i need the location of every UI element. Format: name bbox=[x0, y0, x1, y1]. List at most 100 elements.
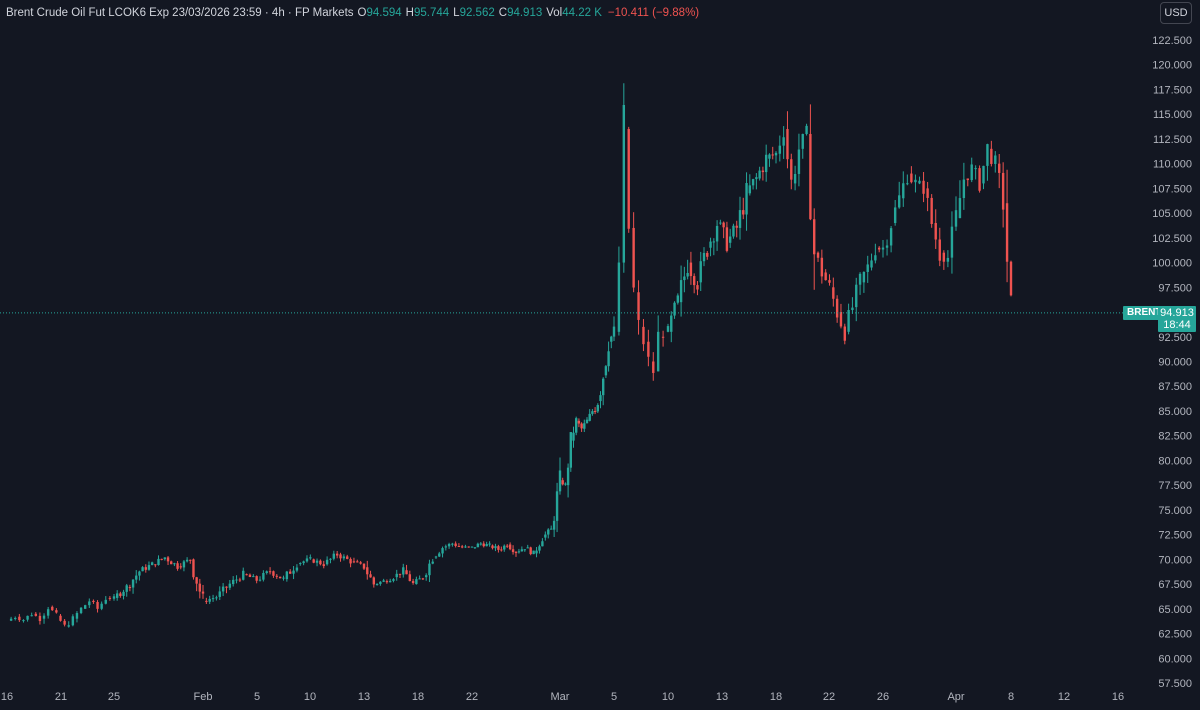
candle-body bbox=[702, 252, 706, 262]
candle-body bbox=[500, 549, 503, 551]
candle-body bbox=[322, 564, 325, 567]
candle-body bbox=[46, 609, 50, 616]
candle-body bbox=[238, 579, 242, 581]
candle-body bbox=[342, 556, 346, 559]
candle-body bbox=[292, 570, 295, 574]
symbol-tag: BRENT bbox=[1123, 306, 1166, 320]
y-tick-label: 75.000 bbox=[1158, 505, 1192, 517]
x-tick-label: Apr bbox=[947, 691, 964, 703]
candle-body bbox=[349, 558, 352, 564]
candle-body bbox=[728, 236, 732, 243]
candle-body bbox=[612, 326, 616, 337]
candle-body bbox=[670, 315, 673, 332]
candle-body bbox=[676, 295, 680, 303]
candle-body bbox=[866, 264, 869, 272]
candle-body bbox=[192, 559, 195, 578]
candle-body bbox=[735, 225, 738, 228]
candle-body bbox=[108, 597, 112, 599]
candle-body bbox=[642, 326, 645, 345]
candle-body bbox=[632, 227, 635, 288]
candle-body bbox=[809, 133, 812, 220]
y-tick-label: 85.000 bbox=[1158, 406, 1192, 418]
candle-body bbox=[566, 467, 570, 486]
candle-body bbox=[686, 272, 689, 277]
candle-body bbox=[661, 336, 665, 338]
candle-body bbox=[529, 547, 532, 555]
x-tick-label: 18 bbox=[770, 691, 782, 703]
candle-body bbox=[42, 615, 46, 619]
candle-body bbox=[157, 558, 160, 566]
candle-body bbox=[221, 586, 225, 592]
y-tick-label: 92.500 bbox=[1158, 332, 1192, 344]
y-tick-label: 82.500 bbox=[1158, 431, 1192, 443]
y-tick-label: 65.000 bbox=[1158, 604, 1192, 616]
x-tick-label: 22 bbox=[466, 691, 478, 703]
candle-body bbox=[189, 559, 192, 561]
candle-body bbox=[163, 557, 167, 560]
candle-body bbox=[385, 581, 389, 583]
y-tick-label: 90.000 bbox=[1158, 357, 1192, 369]
candle-body bbox=[813, 219, 816, 255]
candle-body bbox=[431, 561, 434, 564]
candle-body bbox=[577, 420, 581, 424]
x-tick-label: 16 bbox=[1, 691, 13, 703]
candle-body bbox=[392, 579, 395, 581]
candle-body bbox=[405, 570, 408, 575]
y-tick-label: 67.500 bbox=[1158, 579, 1192, 591]
candle-body bbox=[92, 600, 95, 603]
candle-body bbox=[497, 546, 500, 550]
candle-body bbox=[986, 144, 989, 166]
candle-body bbox=[366, 567, 369, 575]
candle-body bbox=[170, 561, 173, 565]
candle-body bbox=[503, 545, 506, 550]
candle-body bbox=[755, 177, 758, 180]
candle-body bbox=[150, 562, 154, 566]
x-tick-label: Feb bbox=[194, 691, 213, 703]
candle-body bbox=[302, 561, 305, 564]
candle-body bbox=[596, 405, 599, 412]
candle-body bbox=[218, 591, 221, 597]
y-tick-label: 57.500 bbox=[1158, 678, 1192, 690]
candle-body bbox=[100, 603, 103, 609]
currency-button[interactable]: USD bbox=[1160, 2, 1192, 24]
candle-body bbox=[870, 260, 873, 268]
candle-body bbox=[978, 168, 981, 191]
candle-body bbox=[138, 571, 141, 576]
candle-body bbox=[922, 180, 925, 194]
candle-body bbox=[790, 159, 793, 180]
candle-body bbox=[745, 183, 748, 215]
candle-body bbox=[128, 587, 132, 589]
candle-body bbox=[454, 543, 457, 547]
candle-body bbox=[312, 559, 315, 563]
candle-body bbox=[395, 573, 398, 578]
volume-label: Vol bbox=[546, 7, 563, 19]
candle-body bbox=[583, 423, 586, 429]
high-value: 95.744 bbox=[413, 7, 450, 19]
x-tick-label: 22 bbox=[823, 691, 835, 703]
candle-body bbox=[778, 145, 782, 154]
candle-body bbox=[112, 596, 116, 599]
bar-countdown: 18:44 bbox=[1163, 319, 1191, 331]
y-tick-label: 117.500 bbox=[1153, 84, 1192, 96]
candle-body bbox=[26, 615, 29, 620]
candle-body bbox=[482, 543, 485, 547]
y-tick-label: 60.000 bbox=[1158, 653, 1192, 665]
y-tick-label: 107.500 bbox=[1152, 183, 1192, 195]
candle-body bbox=[352, 561, 356, 563]
candle-body bbox=[617, 262, 621, 332]
candle-body bbox=[692, 276, 696, 286]
candle-body bbox=[467, 546, 470, 548]
candle-body bbox=[258, 579, 262, 581]
candle-body bbox=[131, 579, 135, 588]
candle-body bbox=[627, 129, 630, 229]
candle-body bbox=[79, 607, 83, 614]
candle-body bbox=[96, 602, 99, 609]
candle-body bbox=[514, 552, 518, 554]
candle-body bbox=[494, 546, 497, 549]
candle-body bbox=[768, 154, 771, 159]
candle-body bbox=[758, 170, 761, 179]
candle-body bbox=[712, 241, 716, 243]
candle-body bbox=[599, 395, 602, 402]
